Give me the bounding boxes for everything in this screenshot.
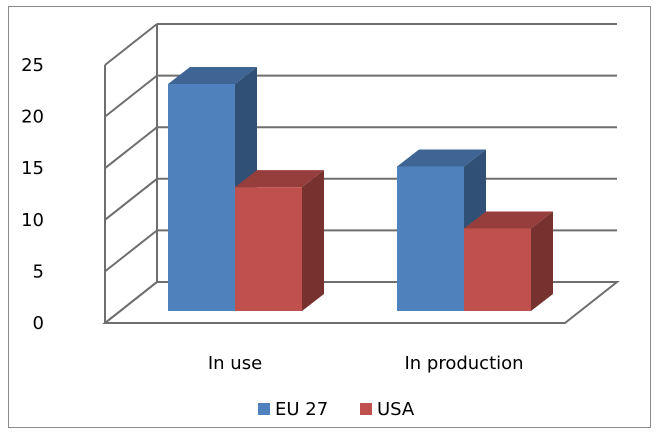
legend-swatch: [258, 403, 270, 415]
bar-top: [168, 66, 257, 84]
bar: [168, 83, 235, 312]
legend-swatch: [360, 403, 372, 415]
side-wall-line: [104, 281, 158, 324]
bar: [464, 228, 531, 311]
side-wall-line: [104, 229, 158, 273]
bar-side: [302, 170, 324, 311]
bar: [235, 187, 302, 311]
x-category-label: In production: [404, 353, 523, 374]
bar-side: [531, 211, 553, 311]
y-tick-label: 5: [33, 261, 44, 282]
side-wall-line: [104, 126, 158, 169]
y-tick-label: 15: [21, 158, 44, 179]
y-tick-label: 20: [21, 107, 44, 128]
side-wall-line: [104, 178, 158, 221]
legend-label: USA: [377, 399, 415, 420]
side-wall-line: [104, 23, 158, 66]
bar-top: [235, 170, 324, 188]
legend-label: EU 27: [275, 399, 328, 420]
bar-top: [397, 149, 486, 167]
y-tick-label: 25: [21, 55, 44, 76]
bar: [397, 166, 464, 311]
bar-top: [464, 211, 553, 229]
y-tick-label: 0: [33, 313, 44, 334]
y-tick-label: 10: [21, 210, 44, 231]
x-category-label: In use: [208, 353, 262, 374]
side-wall-line: [104, 74, 158, 118]
